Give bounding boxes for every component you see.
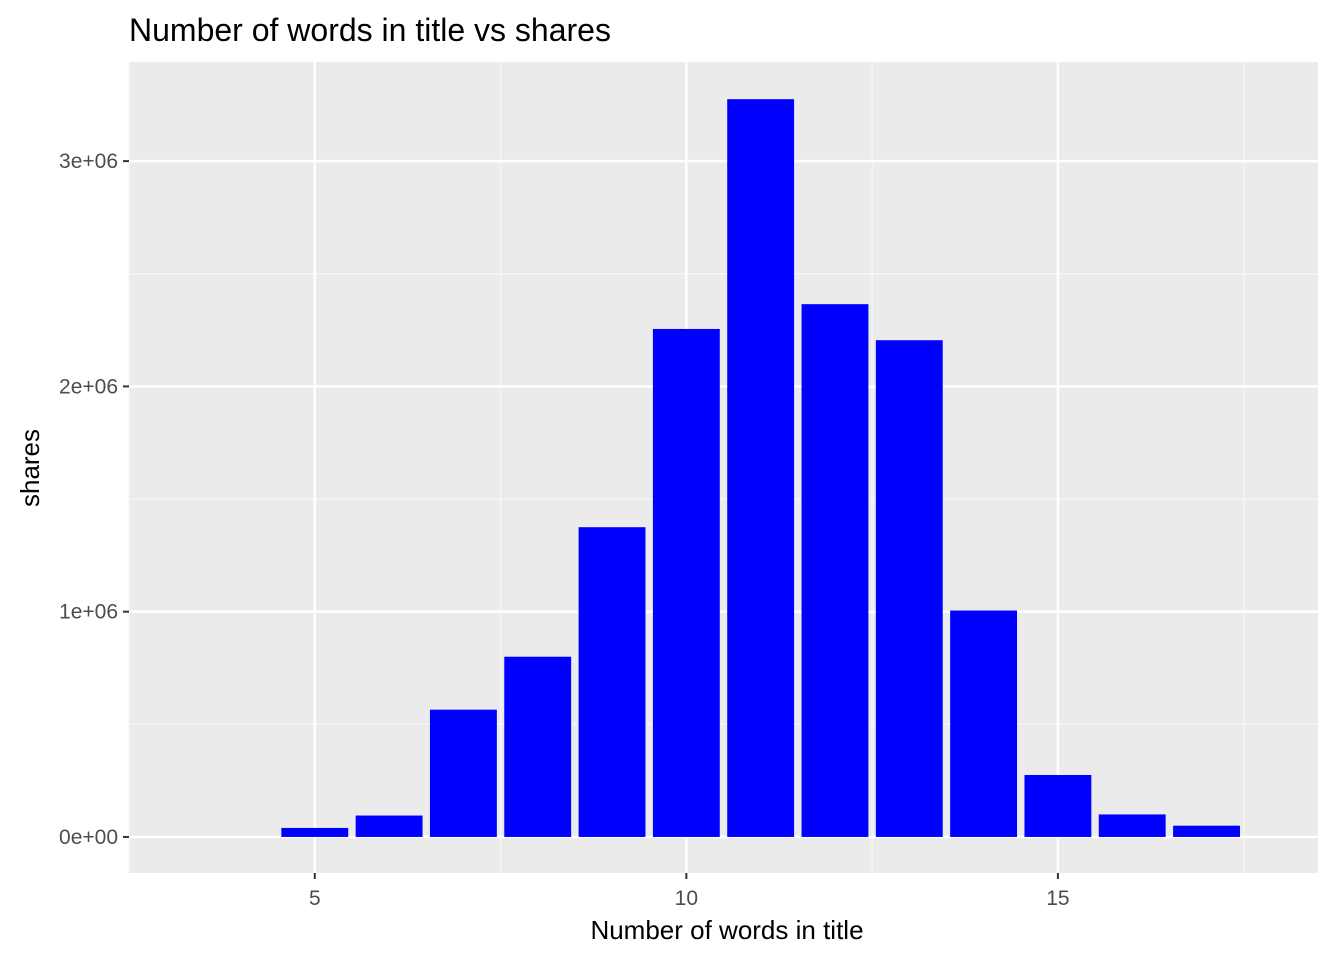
bar-13 <box>875 340 943 837</box>
bars <box>281 99 1240 837</box>
y-tick-label: 2e+06 <box>59 375 118 398</box>
y-tick-label: 0e+00 <box>59 826 118 849</box>
bar-12 <box>801 304 869 837</box>
y-tick-label: 3e+06 <box>59 150 118 173</box>
bar-8 <box>504 656 572 837</box>
x-axis-title: Number of words in title <box>590 915 863 945</box>
bar-9 <box>578 527 646 837</box>
bar-16 <box>1098 814 1166 837</box>
minor-gridlines <box>128 62 1318 873</box>
x-tick-label: 15 <box>1046 887 1069 910</box>
bar-6 <box>355 815 423 837</box>
y-tick-label: 1e+06 <box>59 601 118 624</box>
bar-5 <box>281 827 349 837</box>
bar-11 <box>727 99 795 837</box>
bar-7 <box>429 709 497 837</box>
bar-10 <box>652 328 720 837</box>
x-axis: 5 10 15 <box>309 873 1070 910</box>
bar-17 <box>1173 825 1240 837</box>
chart-title: Number of words in title vs shares <box>129 12 611 48</box>
plot-panel <box>129 62 1318 873</box>
y-axis: 0e+00 1e+06 2e+06 3e+06 <box>59 150 129 849</box>
bar-14 <box>950 610 1018 837</box>
y-axis-title: shares <box>15 429 45 507</box>
x-tick-label: 10 <box>675 887 698 910</box>
bar-15 <box>1024 775 1092 837</box>
x-tick-label: 5 <box>309 887 321 910</box>
